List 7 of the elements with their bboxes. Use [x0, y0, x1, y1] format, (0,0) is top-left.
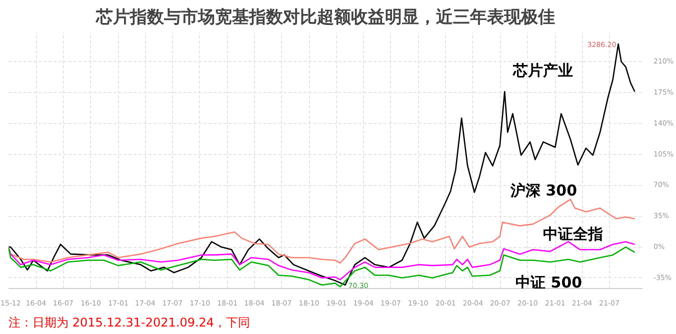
line-series [8, 198, 636, 264]
chart-title: 芯片指数与市场宽基指数对比超额收益明显，近三年表现极佳 [95, 8, 555, 28]
text: 注：日期为 2015.12.31-2021.09.24，下同 [8, 316, 250, 330]
series-label: 沪深 300 [509, 182, 578, 200]
series-label: 芯片产业 [512, 61, 573, 80]
line-series [8, 246, 636, 288]
series-label: 中证全指 [543, 224, 604, 243]
